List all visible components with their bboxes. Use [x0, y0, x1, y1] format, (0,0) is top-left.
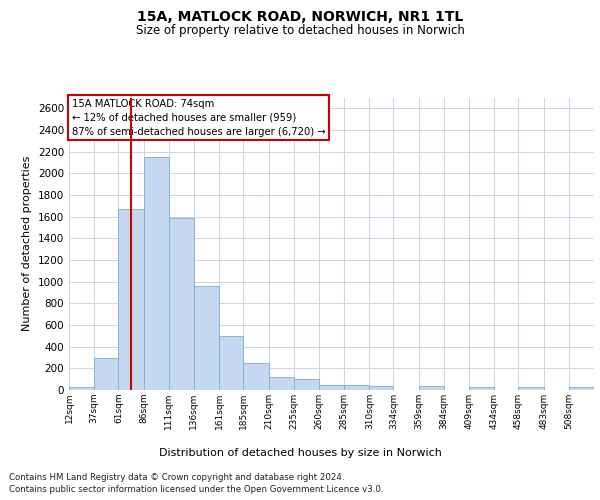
- Bar: [94, 358, 118, 390]
- Bar: [219, 336, 244, 390]
- Bar: [344, 384, 369, 390]
- Bar: [169, 218, 194, 390]
- Text: Contains public sector information licensed under the Open Government Licence v3: Contains public sector information licen…: [9, 485, 383, 494]
- Bar: [69, 388, 94, 390]
- Bar: [369, 386, 394, 390]
- Bar: [294, 379, 319, 390]
- Bar: [143, 157, 169, 390]
- Bar: [469, 388, 494, 390]
- Text: 15A, MATLOCK ROAD, NORWICH, NR1 1TL: 15A, MATLOCK ROAD, NORWICH, NR1 1TL: [137, 10, 463, 24]
- Bar: [569, 388, 594, 390]
- Bar: [118, 209, 143, 390]
- Text: 15A MATLOCK ROAD: 74sqm
← 12% of detached houses are smaller (959)
87% of semi-d: 15A MATLOCK ROAD: 74sqm ← 12% of detache…: [71, 99, 325, 137]
- Y-axis label: Number of detached properties: Number of detached properties: [22, 156, 32, 332]
- Bar: [419, 386, 444, 390]
- Bar: [244, 363, 269, 390]
- Text: Size of property relative to detached houses in Norwich: Size of property relative to detached ho…: [136, 24, 464, 37]
- Bar: [319, 384, 344, 390]
- Bar: [194, 286, 219, 390]
- Text: Distribution of detached houses by size in Norwich: Distribution of detached houses by size …: [158, 448, 442, 458]
- Text: Contains HM Land Registry data © Crown copyright and database right 2024.: Contains HM Land Registry data © Crown c…: [9, 472, 344, 482]
- Bar: [518, 388, 544, 390]
- Bar: [269, 377, 294, 390]
